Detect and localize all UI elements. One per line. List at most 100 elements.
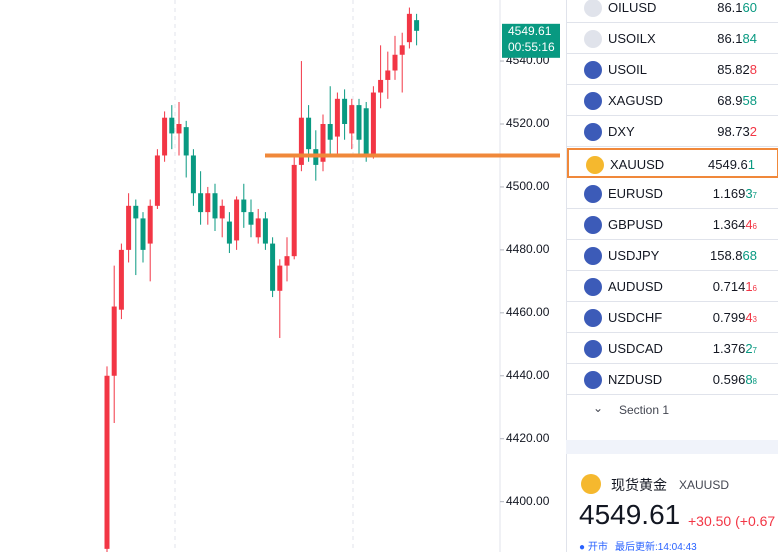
watch-row[interactable]: NZDUSD 0.59688 [567, 365, 778, 395]
section-label: Section 1 [619, 403, 670, 417]
symbol: USOIL [608, 62, 648, 77]
watch-row[interactable]: USDJPY 158.868 [567, 241, 778, 271]
candle-body [262, 218, 268, 244]
candle-body [205, 193, 211, 213]
symbol: AUDUSD [608, 279, 663, 294]
symbol-icon [584, 61, 602, 79]
price-label: 4549.61 [508, 24, 552, 38]
candle-body [241, 199, 247, 213]
symbol-icon [584, 185, 602, 203]
watch-row[interactable]: AUDUSD 0.71416 [567, 272, 778, 302]
price-part: 8 [749, 62, 757, 77]
watch-row[interactable]: XAGUSD 68.958 [567, 86, 778, 116]
separator [566, 440, 778, 454]
candle-body [349, 105, 355, 134]
candle-body [154, 155, 160, 206]
gold-icon [581, 474, 601, 494]
detail-name: 现货黄金 [611, 477, 667, 493]
candle-body [147, 205, 153, 244]
symbol-icon [584, 278, 602, 296]
status-text: 开市 [587, 542, 608, 553]
y-tick-label: 4520.00 [506, 116, 550, 130]
y-tick-label: 4500.00 [506, 179, 550, 193]
price-part: 1 [747, 157, 755, 172]
y-tick-label: 4480.00 [506, 242, 550, 256]
candle-body [284, 256, 290, 266]
watch-row[interactable]: DXY 98.732 [567, 117, 778, 147]
candle-body [190, 155, 196, 194]
candle-body [111, 306, 117, 376]
price-part: 1.364 [712, 217, 746, 232]
price-part: 1.169 [712, 186, 746, 201]
candle-body [327, 123, 333, 140]
symbol: USDCAD [608, 341, 663, 356]
section[interactable]: ⌄ Section 1 [593, 401, 670, 417]
candle-body [176, 123, 182, 134]
price: 85.828 [717, 62, 757, 77]
countdown: 00:55:16 [508, 40, 555, 54]
price-part: 58 [742, 93, 757, 108]
symbol: USOILX [608, 31, 656, 46]
price: 1.16937 [713, 186, 757, 201]
price-part: 60 [742, 0, 757, 15]
symbol-icon [584, 340, 602, 358]
watch-row[interactable]: GBPUSD 1.36446 [567, 210, 778, 240]
price-part: 7 [752, 346, 757, 355]
detail-change: +30.50 (+0.67 [688, 513, 776, 529]
price-part: 1 [745, 279, 753, 294]
price-part: 158.8 [709, 248, 743, 263]
price: 4549.61 [708, 157, 755, 172]
candle-body [298, 117, 304, 165]
price-part: 6 [752, 222, 757, 231]
price: 0.71416 [713, 279, 757, 294]
candle-body [212, 193, 218, 219]
price-part: 0.596 [712, 372, 746, 387]
candle-body [270, 243, 276, 291]
symbol-icon [586, 156, 604, 174]
watch-row[interactable]: EURUSD 1.16937 [567, 179, 778, 209]
watch-row[interactable]: OILUSD 86.160 [567, 0, 778, 23]
price-part: 4 [745, 217, 753, 232]
watch-row[interactable]: USDCAD 1.37627 [567, 334, 778, 364]
detail-status: ● 开市 [579, 542, 608, 553]
symbol: NZDUSD [608, 372, 663, 387]
symbol: OILUSD [608, 0, 657, 15]
price-part: 0.714 [712, 279, 746, 294]
symbol-icon [584, 309, 602, 327]
detail-price: 4549.61 [579, 499, 681, 530]
price: 86.160 [717, 0, 757, 15]
price-box [502, 23, 560, 58]
price-part: 68.9 [717, 93, 743, 108]
candle-body [234, 199, 240, 241]
price-part: 7 [752, 191, 757, 200]
candle-body [219, 205, 225, 219]
symbol: EURUSD [608, 186, 663, 201]
price: 98.732 [717, 124, 757, 139]
candle-body [356, 105, 362, 140]
price-part: 85.82 [717, 62, 750, 77]
watch-row[interactable]: USDCHF 0.79943 [567, 303, 778, 333]
price-part: 3 [752, 315, 757, 324]
price: 158.868 [710, 248, 757, 263]
candle-body [370, 92, 376, 156]
symbol: GBPUSD [608, 217, 663, 232]
candle-body [133, 205, 139, 219]
watch-row[interactable]: USOILX 86.184 [567, 24, 778, 54]
symbol: USDCHF [608, 310, 663, 325]
candle-body [183, 127, 189, 156]
candle-body [169, 117, 175, 134]
chart-bg [0, 0, 566, 552]
price-part: 4 [745, 310, 753, 325]
candle-body [385, 70, 391, 80]
price: 68.958 [717, 93, 757, 108]
symbol: DXY [608, 124, 635, 139]
price-part: 86.1 [717, 31, 743, 46]
y-tick-label: 4420.00 [506, 431, 550, 445]
watch-row[interactable]: USOIL 85.828 [567, 55, 778, 85]
symbol: USDJPY [608, 248, 660, 263]
watch-row[interactable]: XAUUSD 4549.61 [567, 148, 778, 178]
price-part: 3 [745, 186, 753, 201]
price-part: 86.1 [717, 0, 743, 15]
price-part: 0.799 [712, 310, 746, 325]
candle-body [378, 79, 384, 93]
